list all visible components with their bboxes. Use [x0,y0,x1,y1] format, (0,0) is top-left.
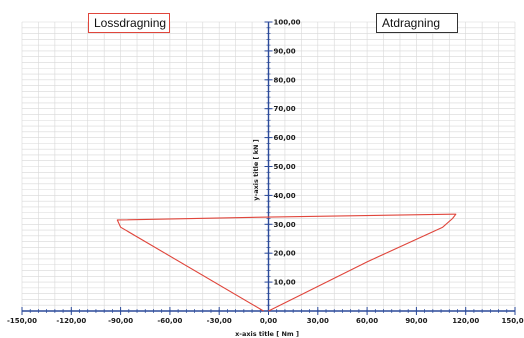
series [116,213,457,312]
legend-atdragning: Atdragning [376,13,458,33]
x-tick-label: -90,00 [108,317,133,325]
x-tick-label: 150,00 [501,317,524,325]
x-tick-label: -150,00 [7,317,37,325]
y-tick-label: 50,00 [274,163,296,171]
x-tick-label: 0,00 [260,317,277,325]
x-axis-title: x-axis title [ Nm ] [235,330,299,338]
x-tick-label: 90,00 [405,317,427,325]
x-tick-label: -30,00 [207,317,232,325]
tick-labels: -150,00 -120,00 -90,00 -60,00 -30,00 0,00 30,0… [7,19,524,326]
y-tick-label: 60,00 [274,134,296,142]
y-tick-label: 10,00 [274,279,296,287]
y-tick-label: 90,00 [274,47,296,55]
y-tick-label: 20,00 [274,250,296,258]
y-tick-label: 80,00 [274,76,296,84]
y-axis-title: y-axis title [ kN ] [252,139,260,200]
series-line-lossdragning [116,216,269,312]
x-tick-label: 30,00 [307,317,329,325]
x-tick-label: -60,00 [157,317,182,325]
y-tick-label: 70,00 [274,105,296,113]
y-tick-label: 30,00 [274,221,296,229]
y-tick-label: 100,00 [274,19,301,27]
legend-lossdragning: Lossdragning [88,13,170,33]
y-tick-label: 40,00 [274,192,296,200]
x-tick-label: -120,00 [56,317,86,325]
series-line-atdragning [268,213,457,312]
axes [21,21,516,315]
x-tick-label: 120,00 [452,317,479,325]
x-tick-label: 60,00 [356,317,378,325]
